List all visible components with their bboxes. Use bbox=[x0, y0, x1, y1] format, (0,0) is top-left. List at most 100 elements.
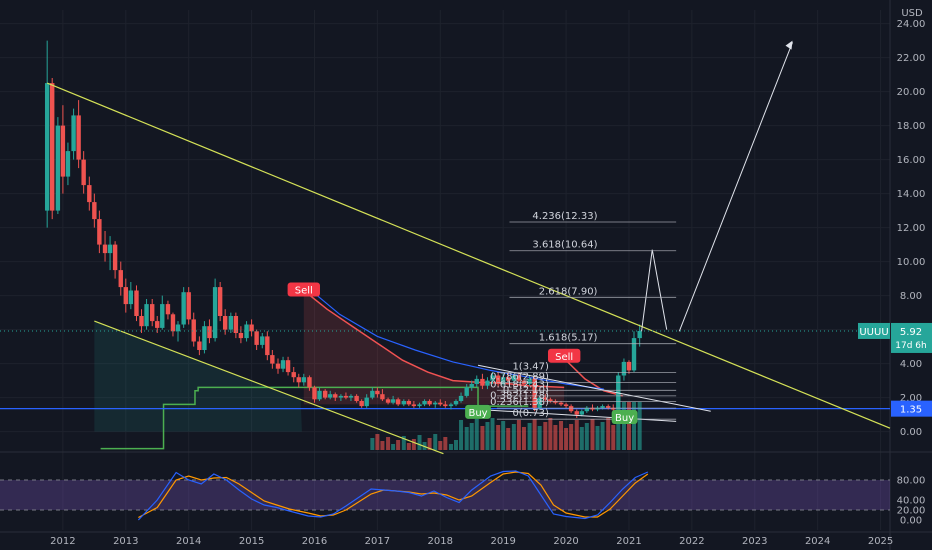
volume-bar bbox=[632, 402, 637, 450]
candle-body bbox=[558, 402, 564, 405]
candle-body bbox=[621, 361, 627, 376]
price-tick-label: 12.00 bbox=[897, 223, 926, 234]
volume-bar bbox=[521, 427, 526, 450]
candle-body bbox=[150, 304, 155, 322]
candle-body bbox=[76, 115, 81, 160]
candle-body bbox=[97, 219, 102, 245]
fib-label: 1.618(5.17) bbox=[539, 333, 598, 344]
candle-body bbox=[202, 326, 207, 350]
candle-body bbox=[55, 125, 61, 211]
candle-body bbox=[595, 407, 600, 410]
candle-body bbox=[60, 125, 66, 177]
price-tick-label: 14.00 bbox=[897, 189, 926, 200]
time-tick-label: 2018 bbox=[428, 536, 453, 547]
candle-body bbox=[385, 399, 391, 403]
candle-body bbox=[139, 316, 144, 327]
buy-signal-label: Buy bbox=[615, 413, 634, 424]
candle-body bbox=[128, 290, 134, 305]
candle-body bbox=[87, 185, 92, 203]
volume-bar bbox=[448, 444, 453, 450]
candle-body bbox=[606, 406, 611, 408]
price-tick-label: 8.00 bbox=[900, 291, 922, 302]
time-tick-label: 2017 bbox=[365, 536, 390, 547]
candle-body bbox=[411, 404, 417, 407]
candle-body bbox=[338, 395, 344, 398]
time-tick-label: 2025 bbox=[868, 536, 893, 547]
volume-bar bbox=[621, 402, 626, 450]
candle-body bbox=[370, 390, 375, 398]
volume-bar bbox=[590, 419, 595, 450]
volume-bar bbox=[611, 425, 616, 450]
volume-bar bbox=[543, 422, 548, 450]
candles[interactable] bbox=[44, 40, 642, 418]
fib-levels[interactable]: 4.236(12.33) 3.618(10.64) 2.618(7.90) 1.618… bbox=[490, 211, 677, 420]
candle-body bbox=[222, 316, 228, 330]
candle-body bbox=[280, 360, 286, 369]
price-tick-label: 4.00 bbox=[900, 359, 922, 370]
candle-body bbox=[611, 407, 616, 410]
fib-label: 4.236(12.33) bbox=[532, 211, 597, 222]
candle-body bbox=[417, 404, 422, 407]
volume-bar bbox=[600, 422, 605, 450]
volume-bar bbox=[595, 426, 600, 450]
candle-body bbox=[448, 404, 454, 407]
time-tick-label: 2014 bbox=[176, 536, 201, 547]
volume-bar bbox=[616, 402, 621, 450]
candle-body bbox=[307, 377, 312, 388]
candle-body bbox=[92, 202, 97, 220]
volume-bar bbox=[469, 423, 474, 450]
candle-body bbox=[244, 324, 249, 339]
price-tick-label: 24.00 bbox=[897, 19, 926, 30]
ticker-tag bbox=[858, 322, 890, 339]
candle-body bbox=[175, 324, 181, 332]
ticker-tag-text: UUUU bbox=[859, 327, 888, 338]
candle-body bbox=[328, 394, 333, 398]
lower-trendline bbox=[94, 320, 444, 455]
candle-body bbox=[343, 395, 349, 398]
candle-body bbox=[165, 304, 171, 315]
candle-body bbox=[71, 115, 76, 152]
candle-body bbox=[532, 378, 537, 408]
candle-body bbox=[527, 378, 532, 384]
candle-body bbox=[390, 399, 396, 403]
support-step-line bbox=[100, 386, 529, 450]
buy-signal-badge bbox=[465, 404, 491, 419]
volume-bar bbox=[564, 428, 569, 450]
candle-body bbox=[254, 331, 259, 345]
volume-bar bbox=[459, 420, 464, 450]
time-tick-label: 2019 bbox=[490, 536, 515, 547]
time-tick-label: 2015 bbox=[239, 536, 264, 547]
volume-bar bbox=[386, 437, 391, 450]
currency-label[interactable]: USD bbox=[901, 8, 923, 19]
stoch-tick-label: 0.00 bbox=[900, 516, 922, 527]
candle-body bbox=[375, 390, 380, 395]
candle-body bbox=[401, 401, 407, 405]
candle-body bbox=[464, 387, 469, 396]
volume-bar bbox=[380, 441, 385, 450]
candle-body bbox=[548, 399, 553, 401]
candle-body bbox=[626, 361, 632, 371]
volume-bar bbox=[485, 422, 490, 450]
candle-body bbox=[160, 304, 165, 328]
trailing-stop-line bbox=[303, 289, 565, 389]
volume-bar bbox=[584, 423, 589, 450]
candle-body bbox=[568, 406, 574, 412]
candle-body bbox=[600, 406, 605, 408]
candle-body bbox=[433, 402, 438, 405]
moving-average-line bbox=[304, 284, 604, 390]
volume-bar bbox=[553, 425, 558, 450]
candle-body bbox=[81, 159, 86, 186]
fib-label: 3.618(10.64) bbox=[532, 240, 597, 251]
candle-body bbox=[107, 244, 113, 254]
candle-body bbox=[359, 401, 364, 407]
candle-body bbox=[312, 387, 317, 400]
candle-body bbox=[212, 287, 218, 339]
volume-bar bbox=[532, 419, 537, 450]
candle-body bbox=[438, 402, 443, 405]
stoch-k-line bbox=[137, 470, 649, 521]
time-tick-label: 2021 bbox=[616, 536, 641, 547]
volume-bar bbox=[396, 440, 401, 450]
sell-signal-badge bbox=[547, 348, 581, 363]
candle-body bbox=[500, 377, 506, 384]
